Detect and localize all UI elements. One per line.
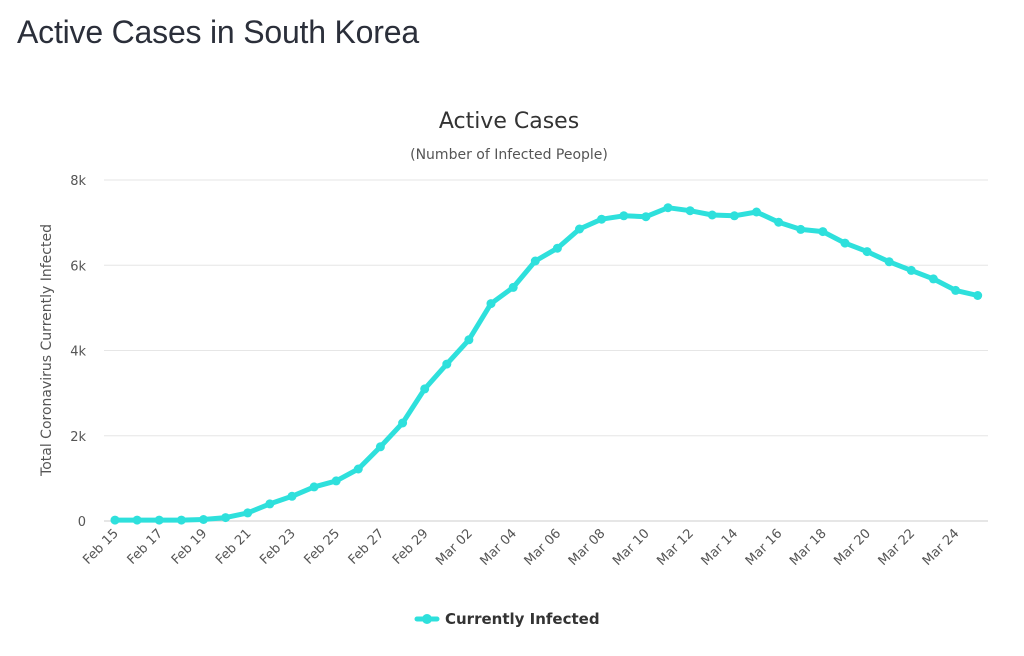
data-point[interactable]: [199, 515, 208, 524]
data-point[interactable]: [641, 212, 651, 222]
data-point[interactable]: [884, 257, 894, 267]
data-point[interactable]: [243, 508, 253, 518]
data-point[interactable]: [862, 247, 872, 257]
legend-dot-marker: [422, 614, 432, 624]
y-tick-label: 2k: [70, 430, 86, 445]
legend-label-currently-infected[interactable]: Currently Infected: [445, 610, 600, 628]
data-point[interactable]: [176, 515, 186, 525]
data-point[interactable]: [398, 418, 408, 428]
series-line-currently-infected: [112, 205, 981, 523]
data-point[interactable]: [221, 513, 231, 523]
data-point[interactable]: [287, 491, 297, 501]
data-point[interactable]: [110, 515, 120, 525]
data-point[interactable]: [840, 238, 850, 248]
chart-subtitle: (Number of Infected People): [410, 147, 608, 163]
x-tick-label: Mar 06: [522, 526, 565, 569]
x-tick-label: Feb 23: [257, 526, 299, 568]
data-point[interactable]: [420, 384, 430, 394]
x-tick-label: Mar 18: [787, 526, 830, 569]
data-point[interactable]: [973, 291, 983, 300]
data-point[interactable]: [663, 203, 673, 213]
data-point[interactable]: [707, 210, 717, 220]
y-axis-label: Total Coronavirus Currently Infected: [39, 224, 55, 477]
data-point[interactable]: [818, 227, 828, 237]
data-point[interactable]: [486, 299, 496, 309]
x-tick-label: Mar 02: [433, 526, 476, 569]
data-point[interactable]: [552, 243, 562, 253]
data-point[interactable]: [464, 335, 474, 345]
series-layer: [110, 203, 983, 525]
x-tick-label: Mar 22: [876, 526, 919, 569]
y-tick-label: 8k: [70, 174, 86, 189]
data-point[interactable]: [774, 217, 784, 227]
x-tick-label: Feb 27: [346, 526, 388, 568]
data-point[interactable]: [796, 224, 806, 234]
legend[interactable]: Currently Infected: [414, 610, 600, 628]
y-axis-ticks: 0 2k 4k 6k 8k: [70, 174, 86, 530]
x-tick-label: Feb 21: [213, 526, 255, 568]
x-tick-label: Mar 12: [654, 526, 697, 569]
data-point[interactable]: [331, 476, 341, 486]
data-point[interactable]: [619, 211, 629, 221]
data-point[interactable]: [575, 224, 584, 234]
data-point[interactable]: [597, 214, 607, 224]
x-tick-label: Mar 14: [699, 526, 742, 569]
data-point[interactable]: [154, 515, 164, 525]
y-tick-label: 4k: [70, 345, 86, 360]
data-point[interactable]: [309, 482, 319, 492]
x-tick-label: Mar 10: [610, 526, 653, 569]
x-tick-label: Feb 15: [80, 526, 122, 568]
x-tick-label: Feb 25: [302, 526, 344, 568]
page-heading: Active Cases in South Korea: [17, 14, 419, 50]
x-tick-label: Mar 20: [831, 526, 874, 569]
data-point[interactable]: [729, 211, 739, 221]
data-point[interactable]: [685, 206, 695, 216]
data-point[interactable]: [265, 499, 275, 509]
data-point[interactable]: [353, 464, 363, 474]
y-tick-label: 6k: [70, 259, 86, 274]
data-point[interactable]: [375, 442, 385, 452]
x-tick-label: Mar 04: [477, 526, 520, 569]
data-point[interactable]: [906, 265, 916, 275]
x-tick-label: Mar 24: [920, 526, 963, 569]
x-tick-label: Feb 19: [169, 526, 211, 568]
x-tick-label: Mar 08: [566, 526, 609, 569]
data-point[interactable]: [508, 282, 518, 292]
data-point[interactable]: [951, 285, 961, 295]
x-axis-ticks: Feb 15 Feb 17 Feb 19 Feb 21 Feb 23 Feb 25 Feb …: [80, 526, 962, 569]
grid-lines: [104, 179, 988, 522]
x-tick-label: Feb 29: [390, 526, 432, 568]
y-tick-label: 0: [78, 515, 86, 530]
data-point[interactable]: [132, 515, 142, 525]
data-point[interactable]: [442, 359, 452, 369]
x-tick-label: Mar 16: [743, 526, 786, 569]
data-point[interactable]: [928, 274, 938, 284]
chart-title: Active Cases: [439, 109, 579, 134]
data-point[interactable]: [530, 256, 540, 266]
data-point[interactable]: [752, 207, 761, 217]
x-tick-label: Feb 17: [125, 526, 167, 568]
